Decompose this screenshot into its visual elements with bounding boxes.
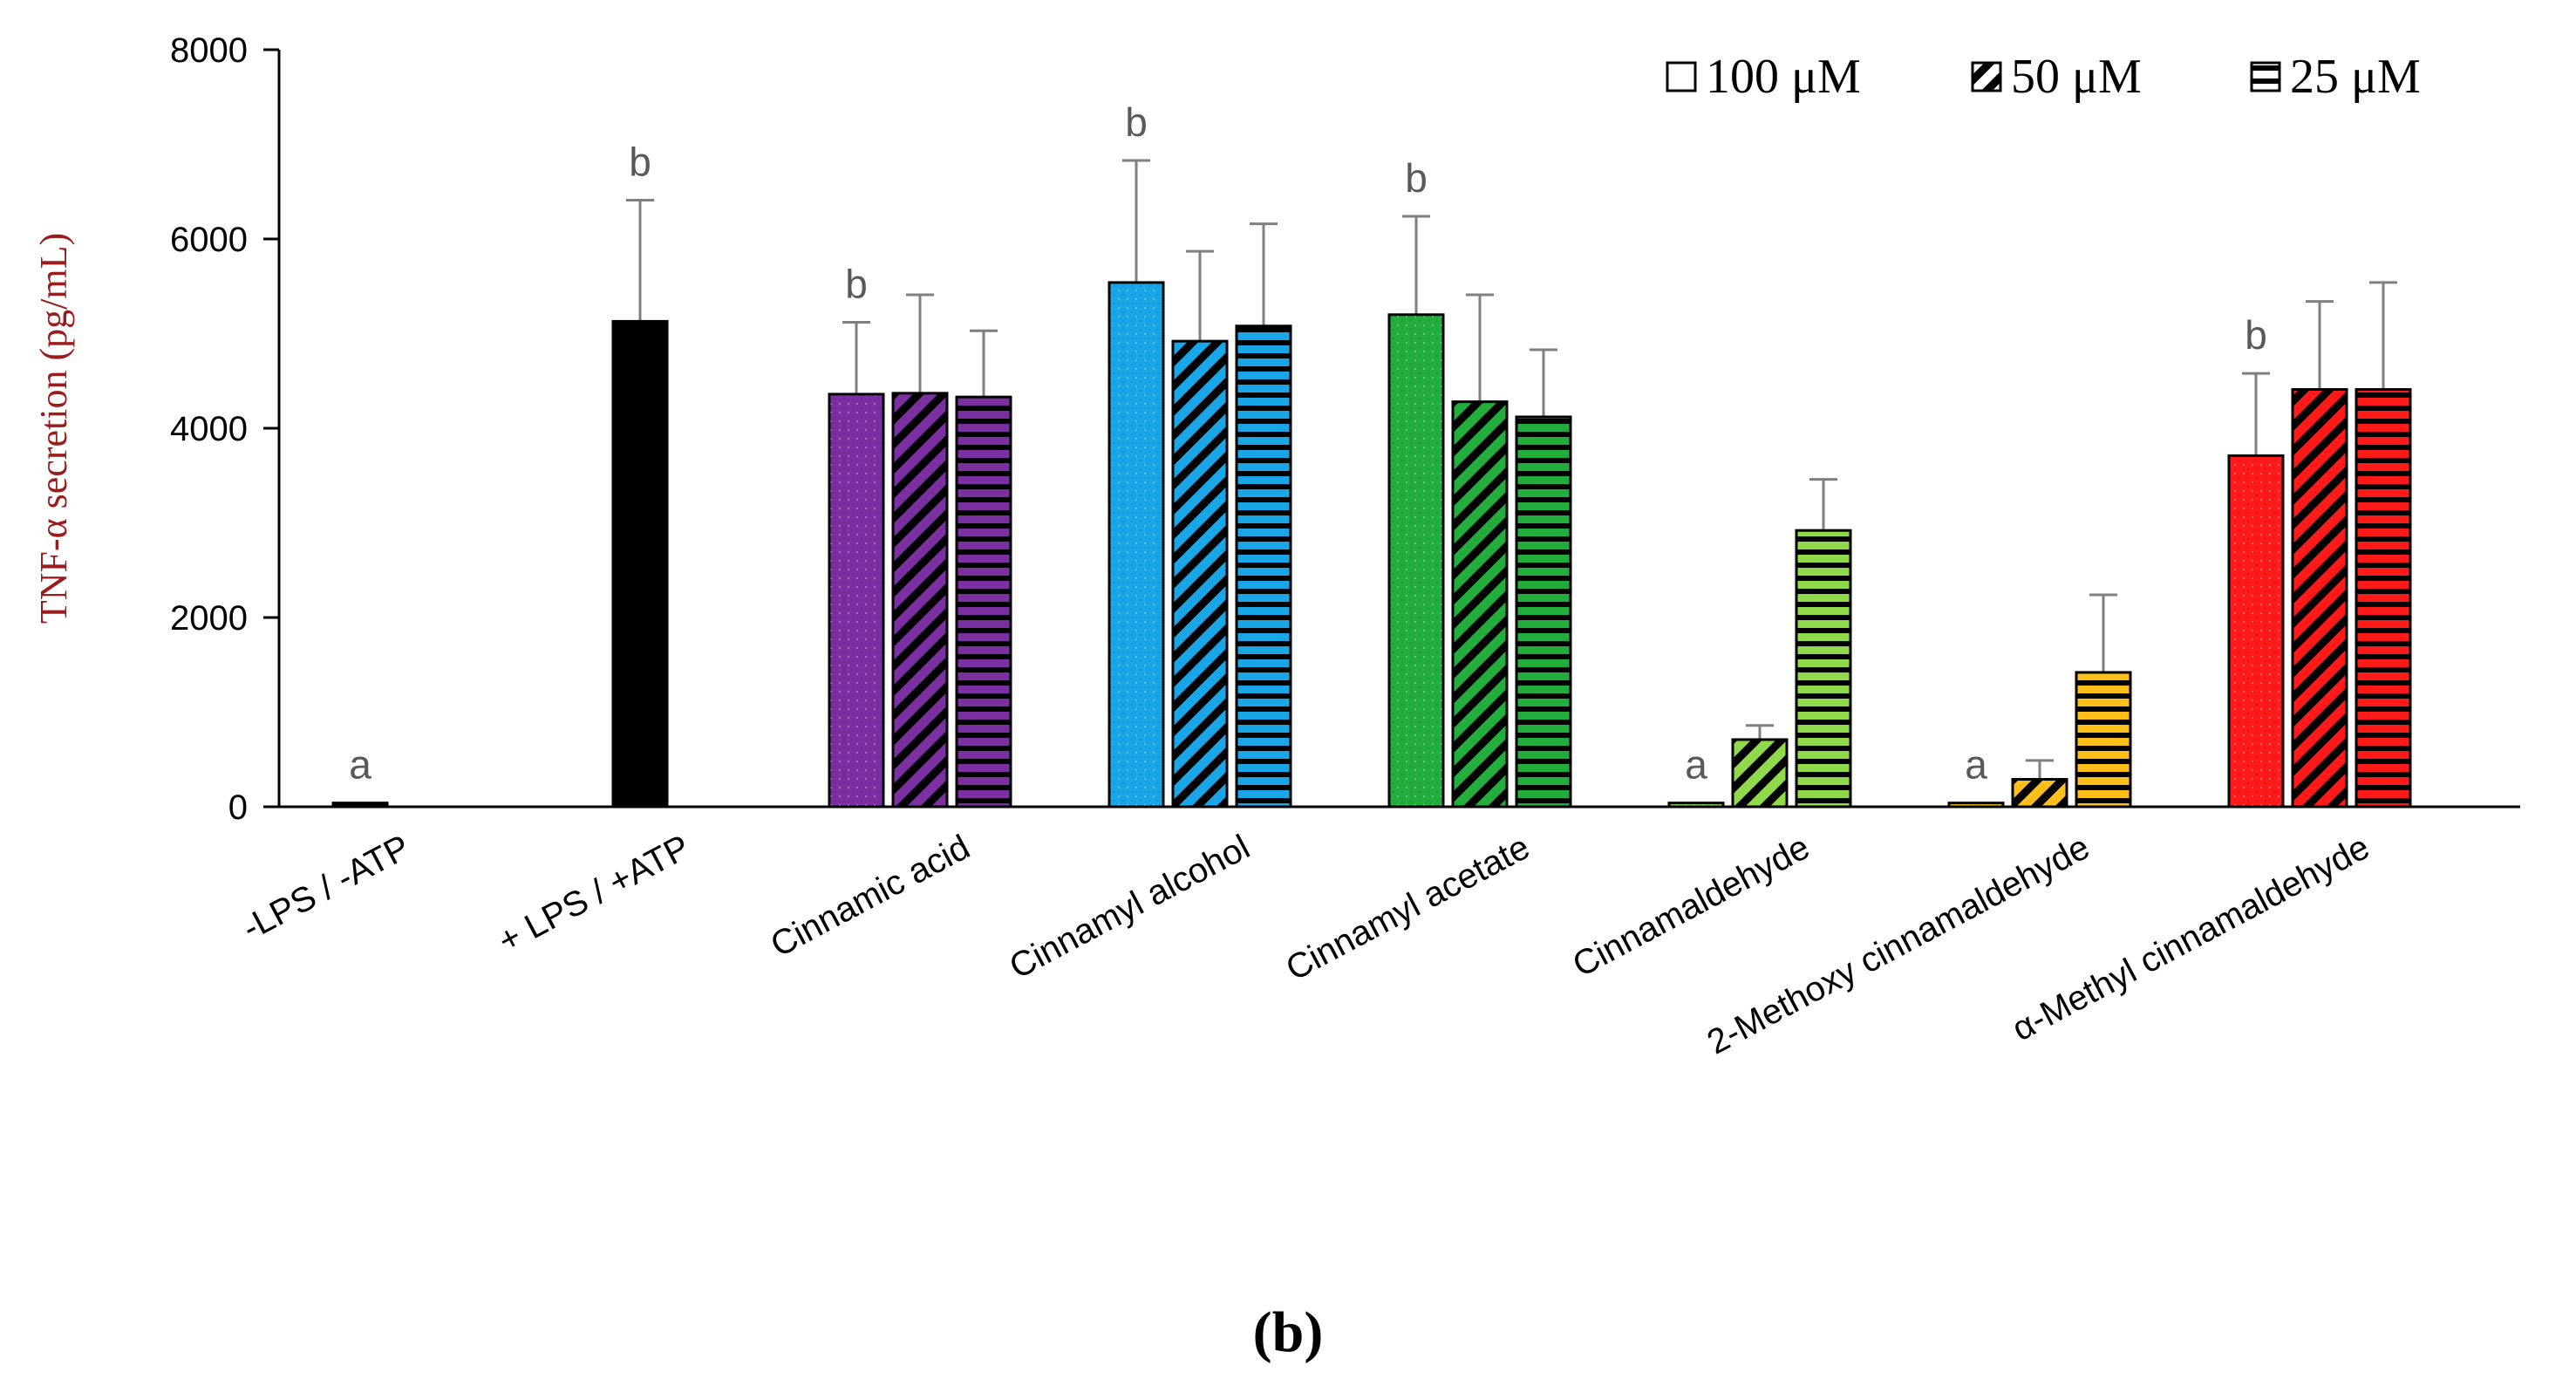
panel-label: (b) — [1252, 1300, 1324, 1364]
bar — [2355, 388, 2412, 809]
legend-label: 25 μM — [2290, 50, 2421, 104]
x-tick-label: Cinnamyl acetate — [1280, 828, 1537, 988]
bar — [1731, 738, 1789, 809]
y-tick-label: 2000 — [170, 599, 248, 638]
legend-item: 100 μM — [1666, 50, 1861, 104]
bar — [1235, 324, 1292, 809]
bar — [331, 802, 389, 809]
bar — [1947, 802, 2005, 809]
bar-group: b — [1107, 99, 1292, 809]
bar — [1515, 415, 1572, 809]
bar-group: b — [2227, 281, 2412, 809]
bar — [955, 395, 1012, 809]
x-tick-label: -LPS / -ATP — [236, 828, 416, 948]
bar — [891, 392, 949, 809]
bar-group: a — [331, 742, 389, 809]
significance-letter: b — [629, 140, 651, 185]
bar — [2075, 671, 2132, 809]
bar-group: b — [611, 140, 669, 809]
legend-item: 50 μM — [1971, 50, 2142, 104]
y-axis-title: TNF-α secretion (pg/mL) — [32, 233, 75, 624]
significance-letter: a — [349, 742, 371, 788]
legend-label: 50 μM — [2011, 50, 2142, 104]
significance-letter: b — [845, 261, 868, 306]
significance-letter: a — [1965, 742, 1987, 788]
x-tick-label: Cinnamaldehyde — [1567, 828, 1816, 985]
bar — [1667, 802, 1725, 809]
y-tick-label: 8000 — [170, 31, 248, 70]
significance-letter: a — [1685, 742, 1707, 788]
legend-item: 25 μM — [2250, 50, 2421, 104]
bar-group: b — [1387, 155, 1572, 809]
y-tick-label: 4000 — [170, 410, 248, 448]
x-tick-label: Cinnamic acid — [765, 828, 976, 965]
bar-group: b — [828, 261, 1012, 809]
bar — [611, 319, 669, 809]
x-tick-label: Cinnamyl alcohol — [1004, 828, 1257, 986]
legend: 100 μM 50 μM 25 μM — [1666, 50, 2421, 104]
x-tick-label: + LPS / +ATP — [492, 828, 696, 960]
bar — [1171, 339, 1229, 809]
bar — [1795, 529, 1852, 809]
significance-letter: b — [1405, 155, 1428, 201]
bar — [1107, 281, 1165, 809]
significance-letter: b — [2245, 312, 2267, 358]
bar — [1387, 313, 1445, 809]
legend-swatch — [1666, 61, 1697, 92]
bar-group: a — [1667, 478, 1852, 809]
bar — [1451, 400, 1509, 809]
bar — [2011, 778, 2068, 809]
bar-group: a — [1947, 593, 2132, 809]
bar — [828, 392, 885, 809]
significance-letter: b — [1125, 99, 1148, 145]
y-tick-label: 6000 — [170, 221, 248, 259]
bar — [2291, 388, 2348, 809]
legend-swatch — [2250, 61, 2281, 92]
bar — [2227, 454, 2285, 809]
y-tick-label: 0 — [228, 788, 248, 827]
legend-swatch — [1971, 61, 2002, 92]
legend-label: 100 μM — [1706, 50, 1861, 104]
